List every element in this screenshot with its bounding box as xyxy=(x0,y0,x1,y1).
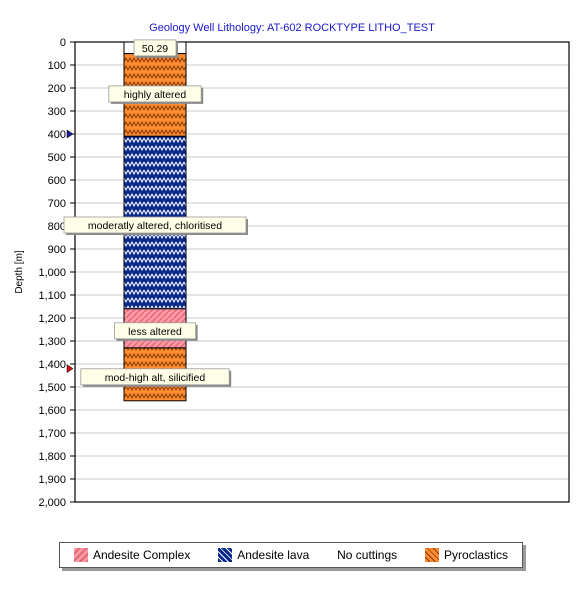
legend-swatch xyxy=(218,548,233,562)
annotation-2: highly altered xyxy=(108,85,204,104)
y-tick-label: 1,000 xyxy=(38,267,66,279)
y-tick-label: 700 xyxy=(48,198,66,210)
lithology-chart: 0 100 200 300 400 500 600 700 800 900 1,000 1,100 1,… xyxy=(14,37,570,509)
y-tick-label: 600 xyxy=(48,175,66,187)
annotation-text: 50.29 xyxy=(142,43,168,55)
legend-label: Andesite lava xyxy=(237,548,310,562)
annotation-box xyxy=(63,216,247,234)
y-tick-label: 1,700 xyxy=(38,428,66,440)
legend: Andesite Complex Andesite lava No cuttings… xyxy=(59,542,523,568)
legend-item: No cuttings xyxy=(337,548,397,562)
legend-label: Andesite Complex xyxy=(92,548,191,562)
y-tick-label: 900 xyxy=(48,244,66,256)
legend-item: Andesite lava xyxy=(218,548,309,562)
y-tick-label: 0 xyxy=(60,37,66,49)
y-tick-label: 1,300 xyxy=(38,336,66,348)
y-tick-label: 300 xyxy=(48,106,66,118)
annotation-text: moderatly altered, chloritised xyxy=(88,220,222,232)
y-tick-label: 1,500 xyxy=(38,382,66,394)
y-axis-label: Depth [m] xyxy=(14,250,25,294)
y-tick-label: 800 xyxy=(48,221,66,233)
annotation-text: highly altered xyxy=(124,89,187,101)
legend-swatch xyxy=(73,548,88,562)
y-axis-ticks: 0 100 200 300 400 500 600 700 800 900 1,000 1,100 1,… xyxy=(38,37,75,509)
annotation-text: mod-high alt, silicified xyxy=(105,372,206,384)
annotation-box xyxy=(108,85,202,103)
annotation-text: less altered xyxy=(128,326,182,338)
y-tick-label: 1,200 xyxy=(38,313,66,325)
annotation-4: less altered xyxy=(114,322,198,341)
annotation-box xyxy=(133,39,177,57)
annotation-box xyxy=(114,322,196,340)
legend-label: No cuttings xyxy=(337,548,398,562)
annotation-1: 50.29 xyxy=(133,39,178,58)
depth-markers xyxy=(66,129,74,374)
depth-marker-1 xyxy=(66,129,74,139)
chart-title: Geology Well Lithology: AT-602 ROCKTYPE … xyxy=(149,22,435,34)
annotations: 50.29 highly altered moderatly altered, ch… xyxy=(63,39,248,387)
annotation-3: moderatly altered, chloritised xyxy=(63,216,248,235)
y-tick-label: 1,800 xyxy=(38,451,66,463)
legend-item: Pyroclastics xyxy=(425,548,508,562)
annotation-5: mod-high alt, silicified xyxy=(80,368,232,387)
legend-item: Andesite Complex xyxy=(73,548,191,562)
y-tick-label: 2,000 xyxy=(38,497,66,509)
y-tick-label: 100 xyxy=(48,60,66,72)
y-tick-label: 500 xyxy=(48,152,66,164)
y-tick-label: 200 xyxy=(48,83,66,95)
annotation-box xyxy=(80,368,230,386)
y-tick-label: 1,600 xyxy=(38,405,66,417)
y-tick-label: 1,100 xyxy=(38,290,66,302)
depth-marker-2 xyxy=(66,364,74,374)
y-tick-label: 1,900 xyxy=(38,474,66,486)
y-tick-label: 400 xyxy=(48,129,66,141)
legend-label: Pyroclastics xyxy=(444,548,509,562)
y-tick-label: 1,400 xyxy=(38,359,66,371)
legend-swatch xyxy=(425,548,440,562)
